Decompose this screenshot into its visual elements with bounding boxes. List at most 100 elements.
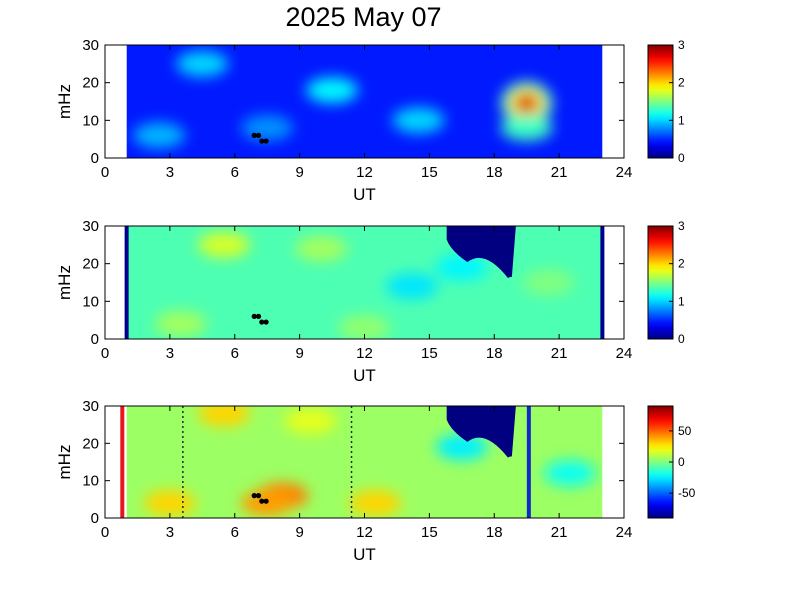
y-tick-label: 20 <box>82 75 99 92</box>
edge-line <box>600 226 605 339</box>
y-tick-label: 30 <box>82 218 99 235</box>
event-marker <box>251 313 257 319</box>
heatmap-blob <box>520 98 533 109</box>
x-tick-label: 12 <box>356 164 373 181</box>
x-tick-label: 24 <box>616 345 633 362</box>
masked-region <box>446 406 516 458</box>
heatmap-blob <box>284 407 337 434</box>
x-tick-label: 21 <box>551 345 568 362</box>
y-tick-label: 0 <box>91 331 99 348</box>
heatmap-blob <box>133 122 186 149</box>
event-marker <box>259 498 265 504</box>
x-tick-label: 3 <box>166 164 174 181</box>
colorbar-tick-label: 1 <box>678 113 685 127</box>
heatmap-blob <box>349 490 402 517</box>
heatmap-blob <box>386 273 439 300</box>
colorbar-tick-label: 0 <box>678 151 685 165</box>
y-tick-label: 10 <box>82 293 99 310</box>
y-axis-label: mHz <box>55 445 74 480</box>
heatmap-blob <box>295 235 348 262</box>
heatmap-field <box>126 406 603 518</box>
x-tick-label: 21 <box>551 164 568 181</box>
event-marker <box>255 132 262 138</box>
x-tick-label: 6 <box>231 345 239 362</box>
y-tick-label: 0 <box>91 510 99 527</box>
x-tick-label: 24 <box>616 164 633 181</box>
heatmap-blob <box>435 434 488 461</box>
heatmap-field <box>126 45 603 158</box>
y-tick-label: 10 <box>82 112 99 129</box>
heatmap-blob <box>154 310 207 337</box>
colorbar-tick-label: 2 <box>678 76 685 90</box>
y-tick-label: 10 <box>82 473 99 490</box>
colorbar-tick-label: 0 <box>678 332 685 346</box>
event-marker <box>259 138 265 144</box>
x-tick-label: 24 <box>616 524 633 541</box>
heatmap-blob <box>143 490 196 517</box>
masked-region <box>446 226 516 278</box>
heatmap-blob <box>500 114 553 141</box>
colorbar-tick-label: 2 <box>678 257 685 271</box>
y-tick-label: 30 <box>82 398 99 415</box>
heatmap-blob <box>338 314 391 339</box>
panel-3: 0 3 6 9 12 15 18 21 24 0 10 20 30 UT mHz 50 0 -50 <box>55 398 696 564</box>
colorbar <box>647 405 674 519</box>
heatmap-blob <box>306 77 359 104</box>
event-marker <box>255 493 262 499</box>
x-tick-label: 9 <box>295 524 303 541</box>
edge-line <box>124 226 129 339</box>
event-marker <box>263 319 269 325</box>
event-marker <box>251 132 257 138</box>
heatmap-field <box>126 226 603 339</box>
event-marker <box>251 493 257 499</box>
heatmap-blob <box>197 406 250 427</box>
x-tick-label: 15 <box>421 164 438 181</box>
x-tick-label: 6 <box>231 524 239 541</box>
x-tick-label: 3 <box>166 524 174 541</box>
x-axis-label: UT <box>353 366 376 385</box>
figure-title: 2025 May 07 <box>285 2 442 32</box>
x-axis-label: UT <box>353 185 376 204</box>
x-tick-label: 18 <box>486 164 503 181</box>
event-marker <box>263 138 269 144</box>
event-marker <box>255 313 262 319</box>
heatmap-blob <box>241 114 294 141</box>
y-axis-label: mHz <box>55 84 74 119</box>
event-marker <box>259 319 265 325</box>
x-tick-label: 12 <box>356 524 373 541</box>
event-marker <box>263 498 269 504</box>
heatmap-blob <box>522 269 575 296</box>
colorbar-tick-label: 3 <box>678 219 685 233</box>
colorbar-tick-label: 50 <box>678 424 692 438</box>
colorbar-tick-label: 3 <box>678 38 685 52</box>
colorbar-tick-label: 0 <box>678 455 685 469</box>
x-tick-label: 3 <box>166 345 174 362</box>
colorbar <box>647 225 674 340</box>
x-tick-label: 21 <box>551 524 568 541</box>
colorbar <box>647 44 674 159</box>
x-tick-label: 18 <box>486 524 503 541</box>
heatmap-blob <box>435 254 488 281</box>
x-tick-label: 0 <box>101 345 109 362</box>
heatmap-blob <box>392 107 445 134</box>
x-tick-label: 18 <box>486 345 503 362</box>
x-tick-label: 9 <box>295 164 303 181</box>
x-tick-label: 12 <box>356 345 373 362</box>
heatmap-blob <box>176 50 229 77</box>
x-tick-label: 9 <box>295 345 303 362</box>
colorbar-tick-label: 1 <box>678 294 685 308</box>
y-tick-label: 30 <box>82 37 99 54</box>
x-tick-label: 0 <box>101 524 109 541</box>
heatmap-blob <box>543 460 596 487</box>
y-tick-label: 0 <box>91 150 99 167</box>
y-axis-label: mHz <box>55 265 74 300</box>
x-axis-label: UT <box>353 545 376 564</box>
y-tick-label: 20 <box>82 256 99 273</box>
x-tick-label: 6 <box>231 164 239 181</box>
y-tick-label: 20 <box>82 435 99 452</box>
x-tick-label: 15 <box>421 524 438 541</box>
x-tick-label: 15 <box>421 345 438 362</box>
